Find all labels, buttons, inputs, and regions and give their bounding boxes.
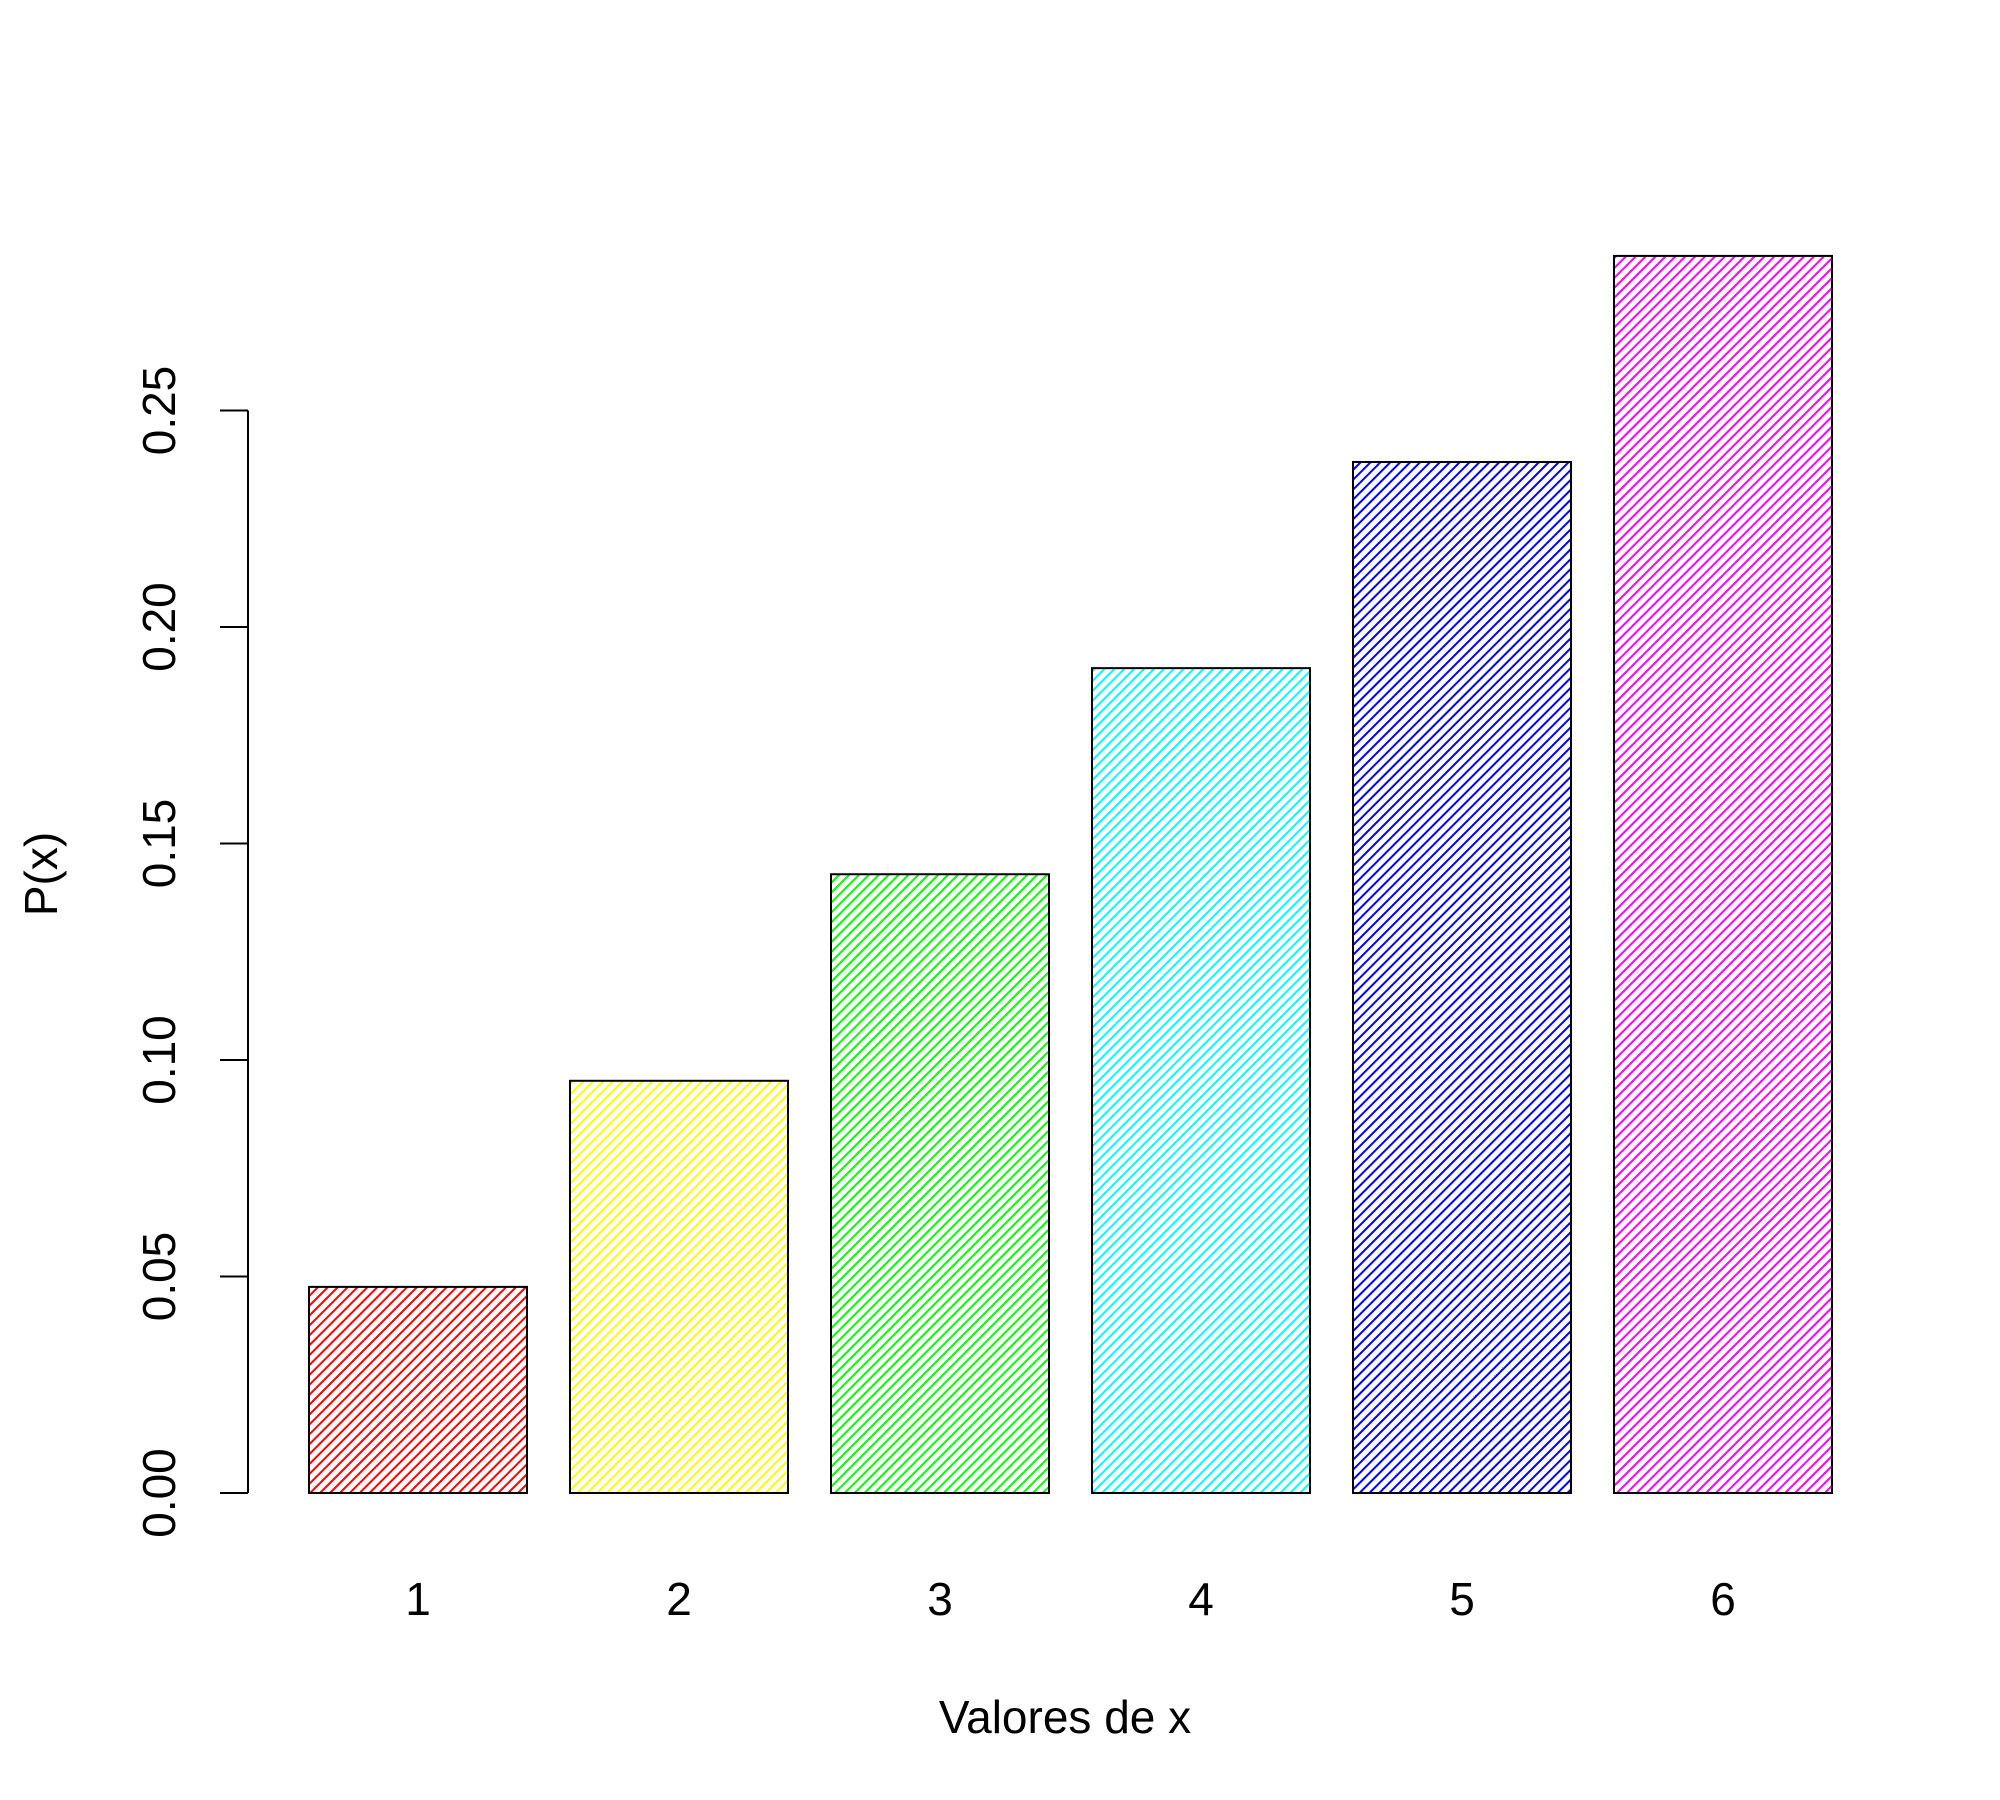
bar-4 xyxy=(1091,667,1311,1494)
y-axis: 0.00 0.05 0.10 0.15 0.20 0.25 xyxy=(133,366,249,1538)
y-tick-label-0.05: 0.05 xyxy=(133,1232,185,1322)
y-tick-label-0.20: 0.20 xyxy=(133,582,185,672)
y-tick-label-0.25: 0.25 xyxy=(133,366,185,456)
bar-2 xyxy=(569,1079,789,1495)
x-tick-label-3: 3 xyxy=(927,1573,953,1625)
y-axis-label: P(x) xyxy=(15,832,67,916)
x-tick-label-1: 1 xyxy=(405,1573,431,1625)
bar-6 xyxy=(1613,254,1833,1495)
bar-1 xyxy=(308,1285,528,1494)
y-tick-label-0.10: 0.10 xyxy=(133,1015,185,1105)
x-axis-label: Valores de x xyxy=(939,1691,1191,1743)
bar-3 xyxy=(830,873,1050,1494)
x-tick-label-6: 6 xyxy=(1710,1573,1736,1625)
bars-group xyxy=(308,254,1833,1495)
x-tick-label-2: 2 xyxy=(666,1573,692,1625)
x-tick-label-4: 4 xyxy=(1188,1573,1214,1625)
x-tick-labels: 1 2 3 4 5 6 xyxy=(405,1573,1736,1625)
bar-5 xyxy=(1352,461,1572,1495)
y-tick-label-0.15: 0.15 xyxy=(133,799,185,889)
x-tick-label-5: 5 xyxy=(1449,1573,1475,1625)
y-tick-label-0.00: 0.00 xyxy=(133,1448,185,1538)
